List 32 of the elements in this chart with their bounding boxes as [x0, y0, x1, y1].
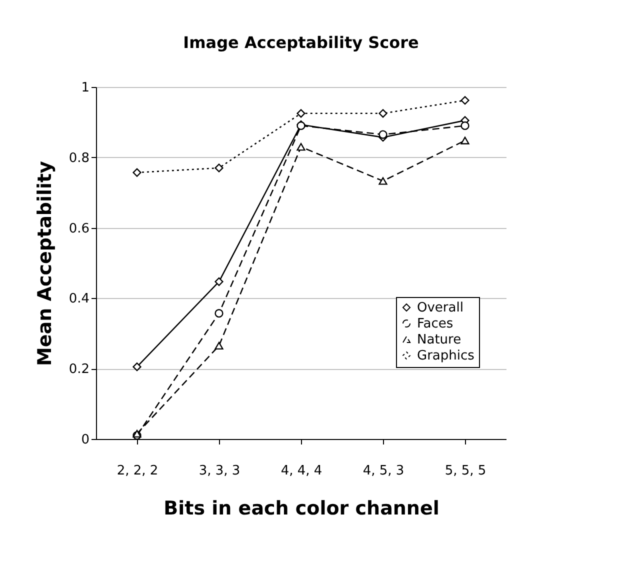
point	[214, 164, 224, 172]
point	[378, 177, 388, 185]
x-tick-label: 2, 2, 2	[116, 464, 158, 478]
point	[296, 109, 306, 118]
x-tick-label: 4, 4, 4	[280, 464, 322, 478]
point	[214, 277, 224, 286]
y-tick-label: 0.8	[68, 150, 90, 166]
chart-title: Image Acceptability Score	[183, 33, 419, 52]
y-tick-label: 0.2	[68, 362, 90, 378]
x-tick-label: 5, 5, 5	[444, 464, 486, 478]
point	[132, 168, 142, 177]
point	[460, 136, 470, 144]
legend-label: Faces	[417, 316, 454, 332]
point	[460, 121, 470, 130]
x-axis-title: Bits in each color channel	[164, 498, 440, 520]
point	[378, 130, 388, 139]
y-axis-title: Mean Acceptability	[34, 160, 56, 366]
point	[132, 362, 142, 372]
y-tick-label: 1	[81, 80, 90, 96]
legend-label: Overall	[417, 300, 464, 316]
point	[378, 109, 388, 118]
point	[460, 96, 470, 105]
legend-label: Nature	[417, 332, 462, 348]
legend-label: Graphics	[417, 348, 475, 364]
point	[296, 143, 306, 151]
x-tick-label: 4, 5, 3	[362, 464, 404, 478]
y-tick-label: 0	[81, 432, 90, 448]
point	[214, 309, 224, 318]
point	[214, 342, 224, 350]
y-tick-label: 0.4	[68, 292, 90, 307]
x-tick-label: 3, 3, 3	[198, 464, 240, 478]
y-tick-label: 0.6	[68, 221, 90, 236]
